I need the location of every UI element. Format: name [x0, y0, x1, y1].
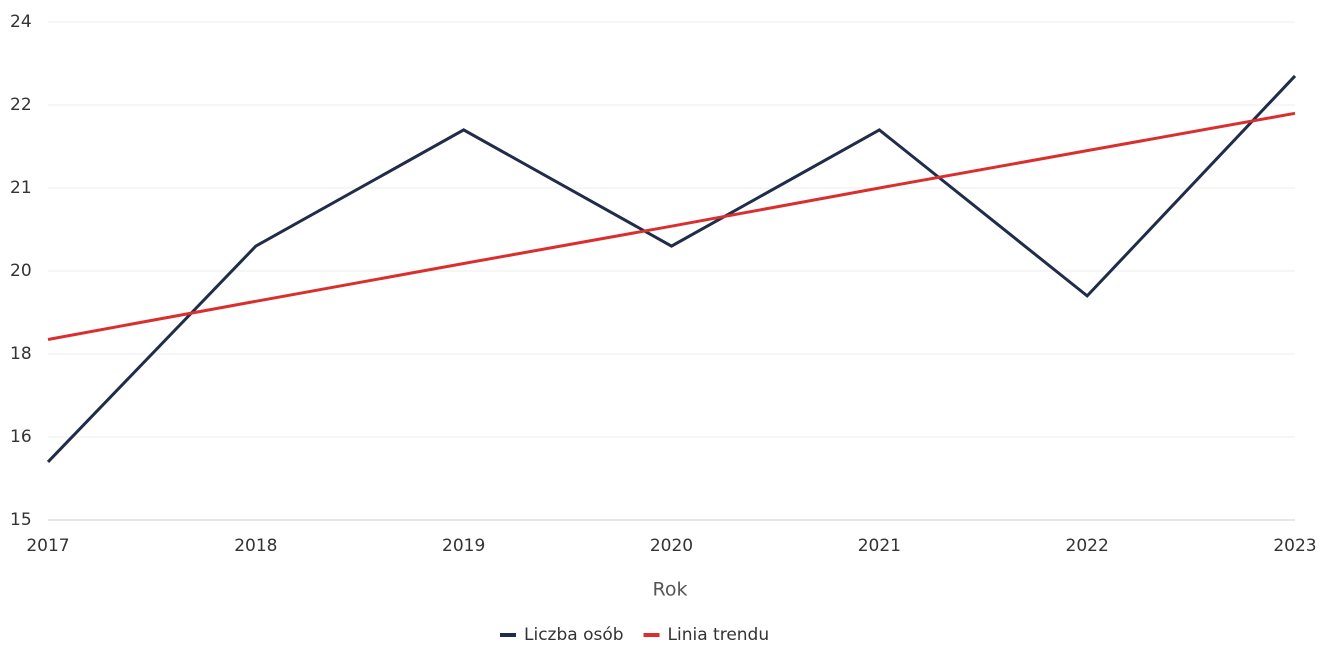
x-tick-label: 2022 — [1066, 536, 1109, 556]
y-tick-label: 18 — [10, 344, 32, 364]
x-tick-label: 2017 — [26, 536, 69, 556]
x-tick-label: 2018 — [234, 536, 277, 556]
x-tick-label: 2019 — [442, 536, 485, 556]
y-tick-label: 24 — [10, 12, 32, 32]
y-tick-label: 22 — [10, 95, 32, 115]
series-line — [46, 74, 1297, 463]
y-tick-label: 16 — [10, 427, 32, 447]
y-tick-label: 20 — [10, 261, 32, 281]
legend-label: Liczba osób — [524, 625, 624, 645]
y-tick-label: 15 — [10, 510, 32, 530]
x-tick-label: 2020 — [650, 536, 693, 556]
legend-label: Linia trendu — [668, 625, 770, 645]
series-line — [47, 111, 1296, 341]
y-tick-label: 21 — [10, 178, 32, 198]
x-tick-label: 2023 — [1273, 536, 1316, 556]
x-tick-label: 2021 — [858, 536, 901, 556]
x-axis-title: Rok — [653, 579, 688, 601]
